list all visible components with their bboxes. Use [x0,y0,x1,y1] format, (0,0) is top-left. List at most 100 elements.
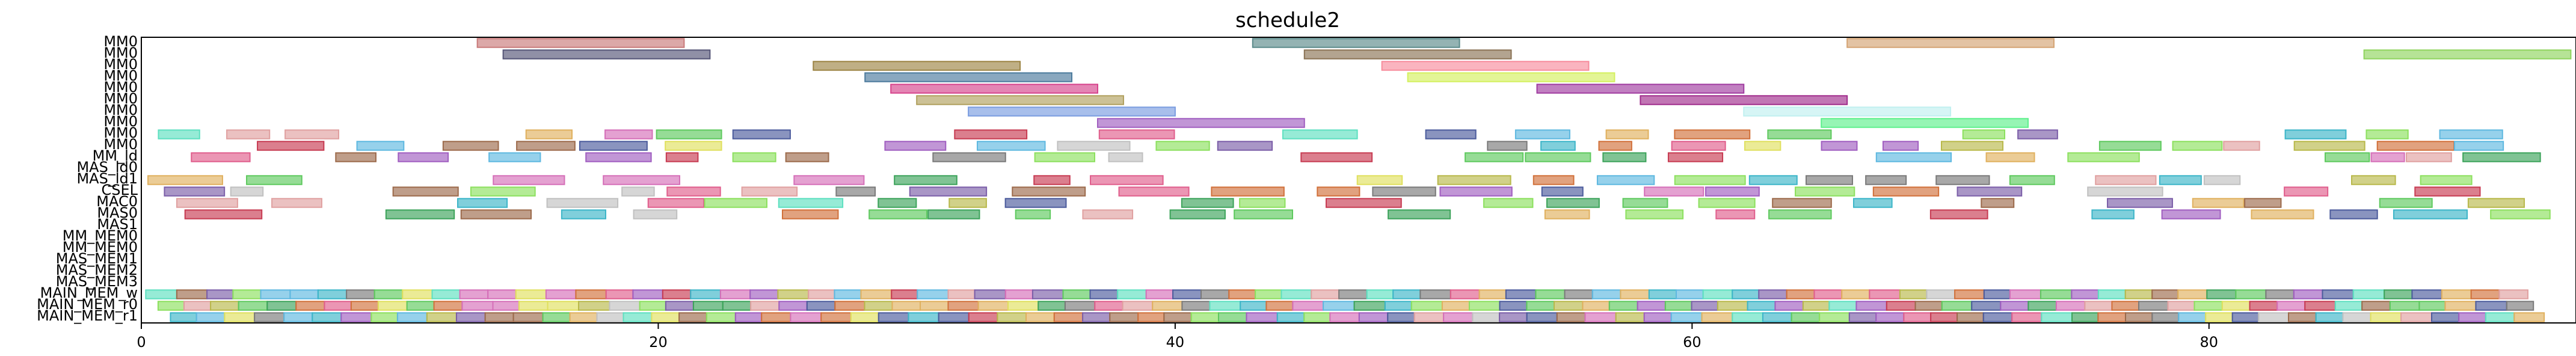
row-label: MAIN_MEM_w [40,284,138,301]
task-bar [1957,312,1984,322]
task-bar [1094,301,1124,311]
task-bar [1172,289,1202,299]
task-bar [492,301,520,311]
task-bar [2389,301,2420,311]
task-bar [2393,209,2468,219]
task-bar [1802,301,1830,311]
task-bar [1762,312,1792,322]
task-bar [778,198,844,208]
task-bar [2098,141,2162,151]
task-bar [1117,289,1147,299]
task-bar [1886,301,1916,311]
task-bar [947,289,976,299]
row-label: MM0 [103,56,138,73]
task-bar [1012,186,1086,197]
task-bar [2177,289,2208,299]
task-bar [2513,312,2545,322]
task-bar [1037,301,1066,311]
task-bar [1875,152,1952,162]
row-label: CSEL [101,182,138,198]
task-bar [609,301,641,311]
task-bar [257,141,325,151]
task-bar [1209,301,1241,311]
task-bar [1292,301,1324,311]
row-label: MAIN_MEM_r0 [37,296,138,313]
task-bar [864,301,893,311]
task-bar [2258,312,2290,322]
task-bar [1007,301,1039,311]
task-bar [1795,186,1855,197]
task-bar [1929,209,1988,219]
task-bar [1025,312,1055,322]
task-bar [1602,152,1647,162]
task-bar [1303,312,1331,322]
task-bar [1819,312,1850,322]
task-bar [157,301,185,311]
task-bar [312,312,342,322]
task-bar [976,141,1046,151]
task-bar [457,198,508,208]
task-bar [2288,312,2317,322]
row-label: MM0 [103,136,138,153]
task-bar [1717,301,1748,311]
task-bar [1276,312,1305,322]
row-label: MM0 [103,79,138,96]
task-bar [850,312,879,322]
task-bar [1536,84,1745,94]
task-bar [385,209,455,219]
task-bar [1732,289,1760,299]
x-tick-label: 80 [2200,334,2219,351]
task-bar [1872,186,1940,197]
task-bar [2304,301,2336,311]
task-bar [665,301,694,311]
task-bar [1691,301,1718,311]
task-bar [891,301,921,311]
task-bar [1540,141,1576,151]
task-bar [2172,141,2223,151]
task-bar [734,312,763,322]
task-bar [1163,312,1192,322]
row-label: MM0 [103,113,138,130]
task-bar [455,312,486,322]
task-bar [1472,312,1501,322]
task-bar [705,312,736,322]
task-bar [2138,301,2169,311]
task-bar [1217,141,1273,151]
task-bar [2097,312,2126,322]
task-bar [909,186,988,197]
task-bar [2365,129,2409,140]
task-bar [884,141,947,151]
task-bar [2363,49,2572,60]
task-bar [2370,312,2402,322]
task-bar [2091,209,2135,219]
task-bar [2027,301,2057,311]
bars-layer [145,38,2572,322]
task-bar [569,312,598,322]
task-bar [2167,301,2195,311]
task-bar [2124,289,2153,299]
task-bar [2334,301,2363,311]
task-bar [878,198,917,208]
task-bar [1525,152,1591,162]
task-bar [603,175,680,185]
task-bar [2178,312,2207,322]
task-bar [206,289,234,299]
task-bar [741,186,798,197]
task-bar [1670,312,1703,322]
task-bar [820,312,852,322]
task-bar [1544,209,1590,219]
task-bar [604,129,653,140]
task-bar [1983,289,2011,299]
task-bar [147,175,223,185]
task-bar [226,129,271,140]
task-bar [916,95,1124,105]
row-label: MM_MEM0 [63,239,138,256]
task-bar [749,289,779,299]
task-bar [1556,312,1586,322]
task-bar [1702,289,1733,299]
task-bar [1698,198,1756,208]
task-bar [1841,289,1871,299]
task-bar [2067,152,2140,162]
row-label: MAC0 [96,193,138,210]
task-bar [1584,312,1617,322]
